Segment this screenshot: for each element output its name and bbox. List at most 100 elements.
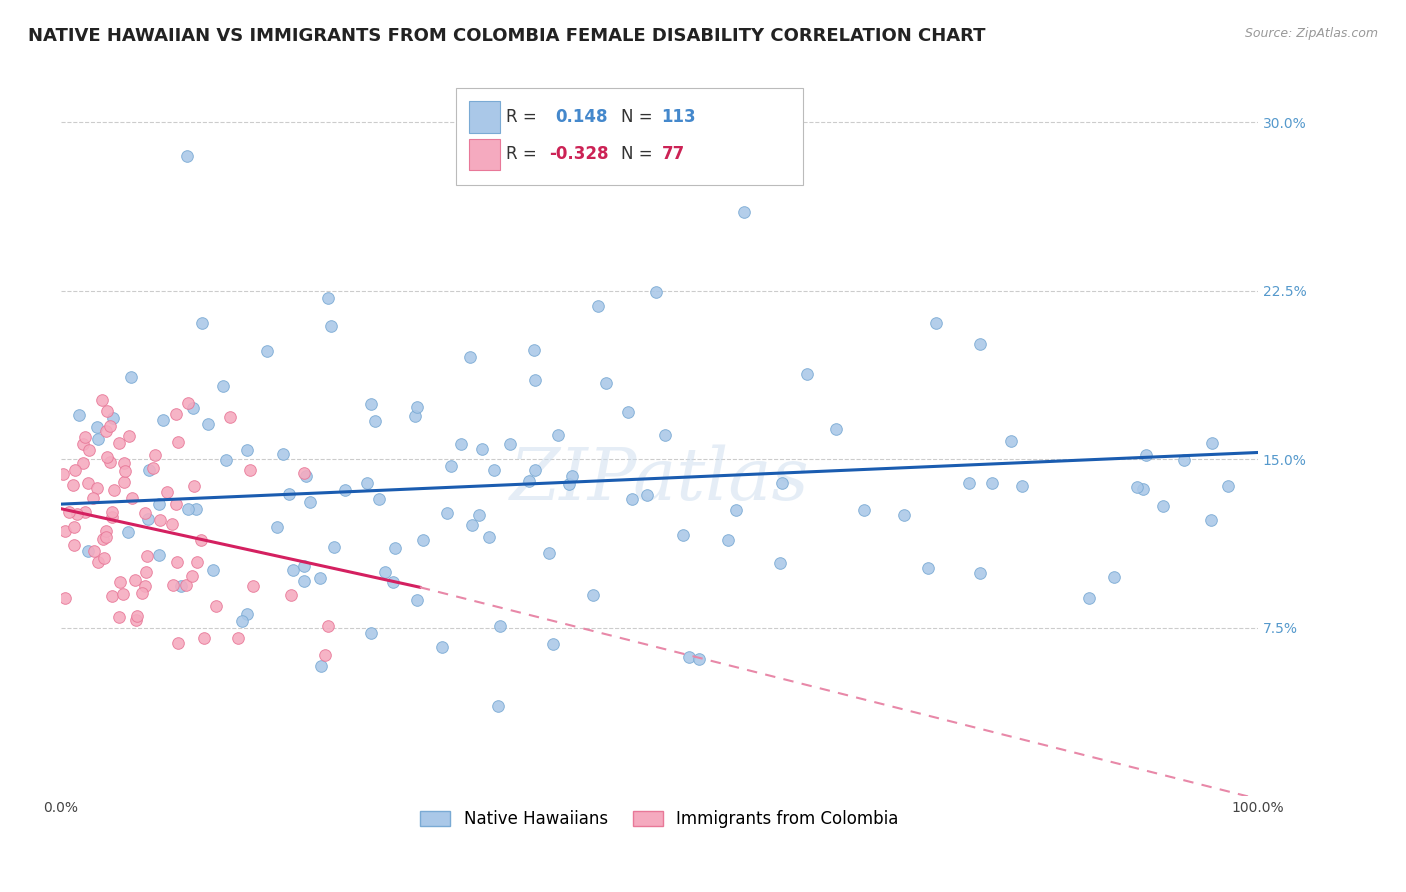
Point xyxy=(323,540,346,554)
Point xyxy=(82,491,104,506)
Point xyxy=(314,648,336,662)
Point xyxy=(969,337,991,351)
Point xyxy=(77,442,100,457)
Point xyxy=(121,491,143,505)
Point xyxy=(538,546,561,560)
Point xyxy=(482,462,505,476)
Text: 113: 113 xyxy=(662,108,696,126)
Point xyxy=(333,483,356,498)
Point xyxy=(136,512,159,526)
Point xyxy=(595,376,617,390)
Point xyxy=(124,573,146,587)
Point xyxy=(166,555,188,569)
Point xyxy=(108,575,131,590)
Point xyxy=(406,592,429,607)
Point xyxy=(118,429,141,443)
Point xyxy=(1000,434,1022,448)
Point xyxy=(148,548,170,562)
Point xyxy=(58,504,80,518)
Point xyxy=(162,578,184,592)
Point xyxy=(96,424,118,438)
Point xyxy=(112,475,135,489)
Point xyxy=(226,631,249,645)
Point xyxy=(471,442,494,457)
Point xyxy=(62,478,84,492)
Point xyxy=(769,556,792,570)
Point xyxy=(155,484,177,499)
Point xyxy=(917,561,939,575)
Point xyxy=(96,404,118,418)
Text: 77: 77 xyxy=(662,145,685,163)
Point xyxy=(360,625,382,640)
FancyBboxPatch shape xyxy=(456,88,803,186)
FancyBboxPatch shape xyxy=(468,101,501,133)
Text: R =: R = xyxy=(506,145,537,163)
Point xyxy=(621,492,644,507)
Point xyxy=(672,527,695,541)
Point xyxy=(1132,482,1154,496)
Point xyxy=(176,502,198,516)
Legend: Native Hawaiians, Immigrants from Colombia: Native Hawaiians, Immigrants from Colomb… xyxy=(413,803,905,835)
Point xyxy=(557,476,579,491)
Point xyxy=(461,518,484,533)
Point xyxy=(406,400,429,414)
Text: N =: N = xyxy=(621,108,652,126)
Text: 0.148: 0.148 xyxy=(555,108,607,126)
Point xyxy=(77,544,100,558)
Point xyxy=(524,373,547,387)
Point xyxy=(957,476,980,491)
Point xyxy=(308,571,330,585)
Point xyxy=(436,506,458,520)
Point xyxy=(197,417,219,431)
Point xyxy=(450,437,472,451)
Point xyxy=(181,401,204,416)
Point xyxy=(98,418,121,433)
Text: R =: R = xyxy=(506,108,537,126)
Point xyxy=(360,397,382,411)
Point xyxy=(91,532,114,546)
Point xyxy=(96,450,118,465)
Point xyxy=(717,533,740,547)
Point xyxy=(1216,479,1239,493)
Point xyxy=(381,574,404,589)
Point xyxy=(242,579,264,593)
Text: N =: N = xyxy=(621,145,652,163)
Point xyxy=(299,495,322,509)
Point xyxy=(981,476,1004,491)
Point xyxy=(688,652,710,666)
Point xyxy=(100,589,122,603)
Point xyxy=(280,588,302,602)
Point xyxy=(142,460,165,475)
Point xyxy=(165,407,187,421)
Point xyxy=(543,149,565,163)
Point xyxy=(1126,479,1149,493)
Point xyxy=(1173,453,1195,467)
Point xyxy=(412,533,434,547)
Point xyxy=(63,462,86,476)
Point xyxy=(112,587,135,601)
FancyBboxPatch shape xyxy=(468,138,501,170)
Point xyxy=(561,469,583,483)
Point xyxy=(266,520,288,534)
Point xyxy=(63,520,86,534)
Point xyxy=(294,469,316,483)
Point xyxy=(181,568,204,582)
Point xyxy=(191,316,214,330)
Point xyxy=(432,640,454,654)
Point xyxy=(184,501,207,516)
Point xyxy=(62,538,84,552)
Point xyxy=(176,577,198,591)
Point xyxy=(374,565,396,579)
Point xyxy=(235,607,257,621)
Point xyxy=(277,487,299,501)
Point xyxy=(177,396,200,410)
Point xyxy=(924,316,946,330)
Point xyxy=(219,410,242,425)
Point xyxy=(211,379,233,393)
Point xyxy=(131,586,153,600)
Point xyxy=(134,506,156,520)
Point xyxy=(367,492,389,507)
Point xyxy=(733,205,755,219)
Point xyxy=(292,574,315,589)
Point xyxy=(1011,478,1033,492)
